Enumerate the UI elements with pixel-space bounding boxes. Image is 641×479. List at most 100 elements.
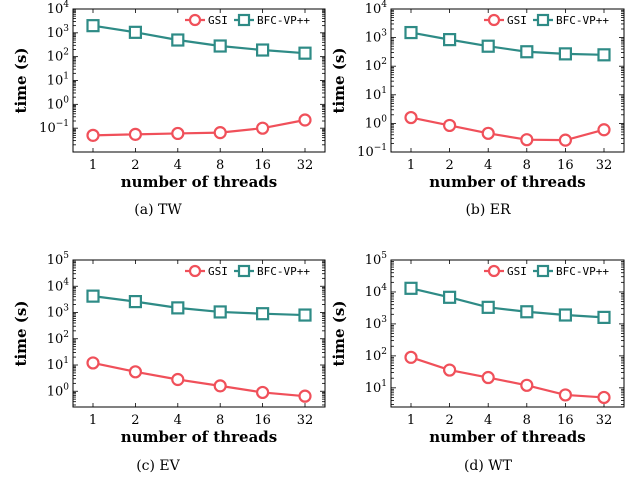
- data-point: [128, 25, 142, 39]
- legend-item: GSI: [484, 264, 527, 278]
- plot-frame: [72, 259, 326, 408]
- legend-marker: [237, 264, 251, 278]
- x-tick-label: 32: [297, 413, 314, 428]
- y-tick-label: 101: [47, 356, 69, 373]
- data-point: [128, 127, 142, 141]
- data-point: [558, 133, 573, 147]
- y-tick-label: 103: [47, 24, 70, 41]
- legend: BFC-VP++ GSI: [185, 264, 310, 278]
- legend-item: GSI: [185, 264, 228, 278]
- y-axis: 100 101 102 103 104 105: [47, 251, 325, 406]
- x-tick-label: 4: [174, 413, 182, 428]
- x-axis: 1 2 4 8 16 32: [89, 260, 313, 428]
- data-point: [481, 126, 495, 140]
- series-gsi: [86, 356, 312, 403]
- data-point: [86, 19, 100, 33]
- series-line: [410, 31, 605, 56]
- legend-marker: [188, 264, 202, 278]
- x-tick-label: 1: [407, 158, 415, 173]
- series-line: [410, 116, 605, 142]
- x-tick-label: 4: [484, 158, 492, 173]
- series-bfc-vp-: [404, 25, 611, 62]
- data-point: [171, 372, 185, 387]
- data-point: [256, 385, 270, 400]
- x-tick-label: 1: [407, 413, 415, 428]
- x-tick-label: 16: [254, 413, 271, 428]
- y-tick-label: 100: [47, 382, 70, 399]
- legend-item: BFC-VP++: [533, 13, 609, 27]
- data-point: [558, 388, 573, 402]
- x-tick-label: 16: [557, 158, 574, 173]
- chart-panel-2: 10−1 100 101 102 103 104 1 2 4 8 16 32 number of thr…: [330, 0, 625, 218]
- data-point: [520, 45, 534, 59]
- legend-item: BFC-VP++: [533, 264, 609, 278]
- y-tick-label: 101: [365, 379, 387, 396]
- panel-caption: (c) EV: [136, 458, 180, 474]
- legend: BFC-VP++ GSI: [484, 13, 609, 27]
- y-tick-label: 105: [47, 251, 70, 268]
- x-tick-label: 1: [89, 413, 97, 428]
- y-tick-label: 102: [365, 347, 387, 364]
- data-point: [443, 33, 457, 47]
- series-bfc-vp-: [404, 281, 611, 324]
- series-line: [92, 118, 306, 137]
- legend-item: GSI: [185, 13, 228, 27]
- x-tick-label: 8: [523, 158, 531, 173]
- x-tick-label: 2: [131, 158, 139, 173]
- data-point: [443, 118, 457, 133]
- series-line: [410, 356, 605, 399]
- data-point: [256, 307, 270, 321]
- y-tick-label: 100: [365, 114, 388, 131]
- data-point: [298, 113, 312, 127]
- legend-label: BFC-VP++: [257, 265, 310, 278]
- legend-marker: [536, 13, 550, 27]
- y-axis-label: time (s): [330, 301, 348, 367]
- data-point: [213, 305, 227, 319]
- data-point: [86, 128, 100, 142]
- chart-panel-1: 10−1 100 101 102 103 104 1 2 4 8 16 32 number of thr…: [12, 0, 326, 218]
- data-point: [520, 378, 534, 392]
- legend-label: BFC-VP++: [257, 14, 310, 27]
- plot-frame: [390, 8, 625, 153]
- y-tick-label: 103: [47, 304, 70, 321]
- y-tick-label: 104: [365, 0, 388, 17]
- legend-marker: [487, 13, 501, 27]
- data-point: [86, 356, 100, 370]
- x-axis-label: number of threads: [429, 173, 585, 191]
- y-tick-label: 10−1: [357, 143, 387, 160]
- y-axis-label: time (s): [12, 48, 30, 114]
- x-axis: 1 2 4 8 16 32: [89, 9, 313, 173]
- y-axis: 10−1 100 101 102 103 104: [357, 0, 624, 160]
- series-line: [410, 287, 605, 319]
- y-tick-label: 102: [365, 57, 387, 74]
- x-axis-label: number of threads: [121, 428, 277, 446]
- x-tick-label: 4: [174, 158, 182, 173]
- legend-item: BFC-VP++: [234, 264, 310, 278]
- series-line: [92, 361, 306, 398]
- x-axis: 1 2 4 8 16 32: [407, 9, 612, 173]
- y-tick-label: 10−1: [39, 119, 69, 136]
- data-point: [213, 379, 227, 393]
- legend-label: BFC-VP++: [556, 265, 609, 278]
- panel-caption: (a) TW: [134, 202, 182, 218]
- plot-frame: [72, 8, 326, 153]
- data-point: [256, 121, 270, 135]
- x-tick-label: 32: [596, 158, 613, 173]
- data-point: [404, 25, 418, 40]
- panel-caption: (b) ER: [465, 202, 511, 218]
- data-point: [520, 305, 534, 319]
- data-point: [213, 39, 227, 53]
- legend-marker: [487, 264, 501, 278]
- series-gsi: [404, 110, 611, 147]
- data-point: [558, 308, 573, 322]
- x-tick-label: 2: [445, 413, 453, 428]
- x-tick-label: 32: [297, 158, 314, 173]
- series-bfc-vp-: [86, 289, 312, 322]
- x-tick-label: 32: [596, 413, 613, 428]
- y-axis-label: time (s): [12, 301, 30, 367]
- y-axis: 10−1 100 101 102 103 104: [39, 0, 325, 153]
- data-point: [404, 110, 418, 125]
- legend: BFC-VP++ GSI: [484, 264, 609, 278]
- data-point: [558, 47, 573, 61]
